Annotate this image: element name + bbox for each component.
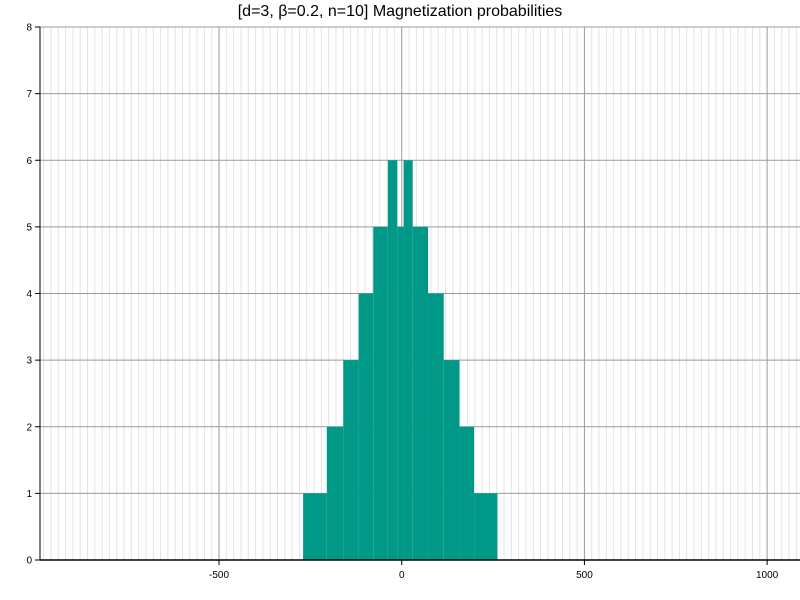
bar xyxy=(373,226,388,560)
bar xyxy=(326,426,344,560)
y-tick-label: 4 xyxy=(26,289,32,300)
axes xyxy=(35,26,800,565)
chart-title: [d=3, β=0.2, n=10] Magnetization probabi… xyxy=(237,3,563,20)
x-tick-label: 1000 xyxy=(756,570,779,581)
bar xyxy=(428,293,444,560)
y-tick-label: 8 xyxy=(26,23,32,34)
bars xyxy=(303,160,498,560)
y-tick-label: 3 xyxy=(26,356,32,367)
y-tick-label: 6 xyxy=(26,156,32,167)
y-tick-label: 2 xyxy=(26,422,32,433)
y-tick-labels: 0 1 2 3 4 5 6 7 8 xyxy=(26,23,32,567)
y-tick-label: 5 xyxy=(26,222,32,233)
x-tick-labels: -500 0 500 1000 xyxy=(209,570,779,581)
y-tick-label: 1 xyxy=(26,489,32,500)
bar xyxy=(474,493,498,560)
bar xyxy=(358,293,374,560)
x-tick-label: -500 xyxy=(209,570,229,581)
bar xyxy=(343,360,359,560)
x-tick-label: 0 xyxy=(399,570,405,581)
y-tick-label: 0 xyxy=(26,556,32,567)
bar xyxy=(397,226,404,560)
bar xyxy=(459,426,475,560)
bar xyxy=(412,226,429,560)
y-tick-label: 7 xyxy=(26,89,32,100)
bar xyxy=(303,493,327,560)
bar xyxy=(403,160,413,560)
x-tick-label: 500 xyxy=(576,570,593,581)
bar xyxy=(443,360,460,560)
bar xyxy=(387,160,398,560)
